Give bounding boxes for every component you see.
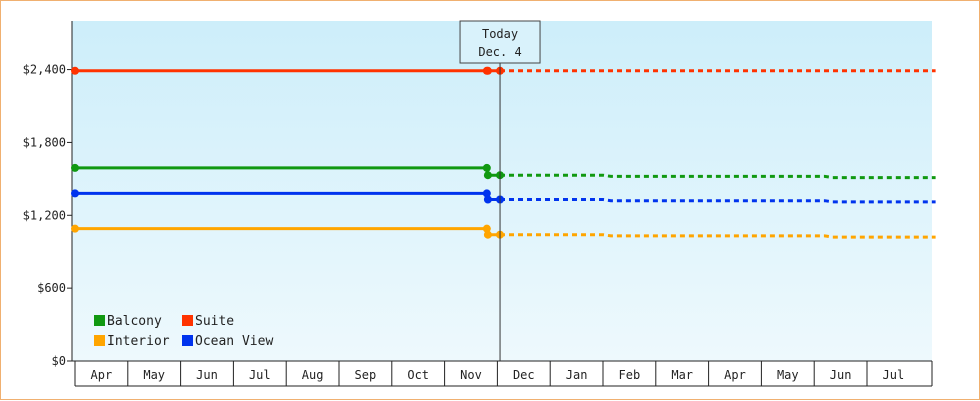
data-point <box>483 171 492 180</box>
x-tick-label: Nov <box>460 368 482 382</box>
y-tick-label: $1,200 <box>23 208 66 222</box>
legend-swatch <box>182 335 193 346</box>
data-point <box>71 189 79 198</box>
legend-label: Balcony <box>107 314 162 329</box>
x-tick-label: Jun <box>196 368 218 382</box>
x-tick-label: Jun <box>830 368 852 382</box>
x-tick-label: May <box>143 368 165 382</box>
y-tick-label: $600 <box>37 281 66 295</box>
x-tick-label: Sep <box>355 368 377 382</box>
series-lines <box>71 66 936 239</box>
today-box <box>459 20 541 64</box>
x-tick-label: Apr <box>724 368 746 382</box>
data-point <box>482 224 491 233</box>
legend-swatch <box>182 315 193 326</box>
legend-label: Ocean View <box>195 334 273 349</box>
legend: Balcony Suite Interior Ocean View <box>94 314 273 349</box>
x-tick-label: Dec <box>513 368 535 382</box>
y-tick-label: $2,400 <box>23 63 66 77</box>
series-forecast-line <box>500 173 936 180</box>
x-tick-label: Jul <box>883 368 905 382</box>
legend-label: Interior <box>107 334 170 349</box>
data-point <box>482 189 491 198</box>
data-point <box>71 66 79 75</box>
today-marker: Today Dec. 4 <box>459 20 541 361</box>
y-tick-label: $1,800 <box>23 135 66 149</box>
legend-label: Suite <box>195 314 234 329</box>
legend-swatch <box>94 335 105 346</box>
data-point <box>482 163 491 172</box>
today-label: Today <box>482 27 518 41</box>
series-forecast-line <box>500 198 936 204</box>
data-point <box>483 195 492 204</box>
series-forecast-line <box>500 233 936 239</box>
y-axis: $0 $600 $1,200 $1,800 $2,400 <box>23 21 73 368</box>
plot-background <box>72 21 932 361</box>
y-tick-label: $0 <box>52 354 66 368</box>
x-tick-label: Oct <box>407 368 429 382</box>
x-tick-label: Jul <box>249 368 271 382</box>
x-tick-label: Mar <box>671 368 693 382</box>
x-axis: Apr May Jun Jul Aug Sep Oct Nov Dec Jan Feb Mar Apr M… <box>72 360 933 387</box>
data-point <box>483 230 492 239</box>
x-tick-label: Apr <box>91 368 113 382</box>
x-tick-label: Aug <box>302 368 324 382</box>
x-tick-label: Feb <box>619 368 641 382</box>
today-date-label: Dec. 4 <box>478 45 521 59</box>
x-tick-label: May <box>777 368 799 382</box>
data-point <box>483 66 492 75</box>
legend-swatch <box>94 315 105 326</box>
data-point <box>71 224 79 233</box>
data-point <box>71 163 79 172</box>
x-tick-label: Jan <box>566 368 588 382</box>
